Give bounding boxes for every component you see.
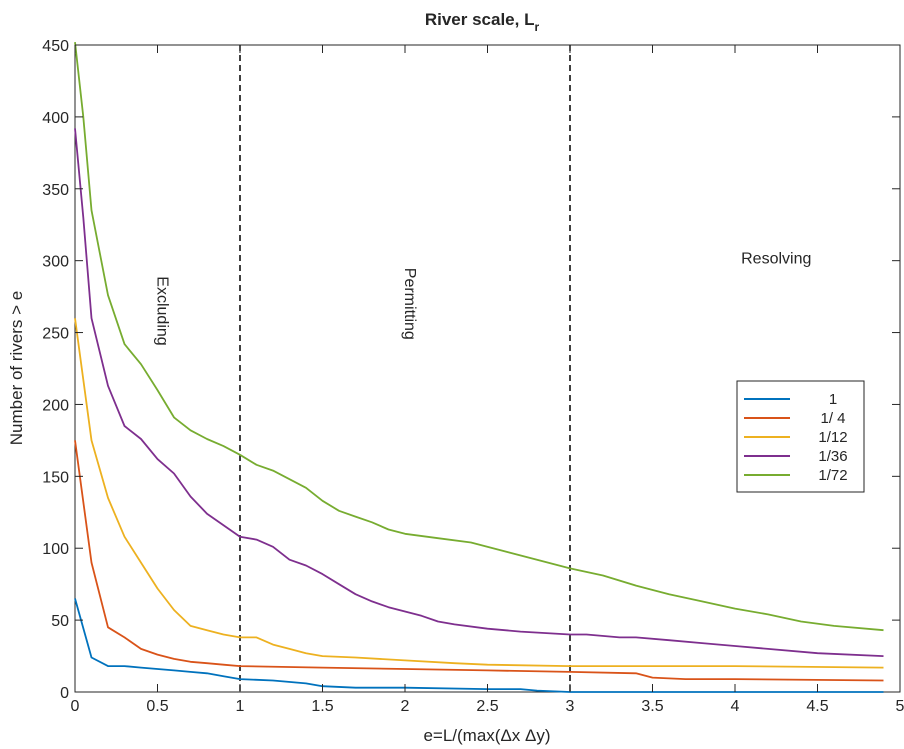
x-tick-label: 5 [896,698,904,715]
x-tick-label: 4 [731,698,740,715]
x-tick-label: 2.5 [476,698,498,715]
x-tick-label: 2 [401,698,410,715]
y-tick-label: 250 [42,326,69,343]
x-tick-label: 3 [566,698,575,715]
y-axis-label: Number of rivers > e [7,291,26,445]
series-line [74,440,884,682]
y-tick-label: 450 [42,38,69,55]
legend-label: 1/36 [818,448,847,465]
y-tick-label: 0 [60,685,69,702]
legend-label: 1/12 [818,429,847,446]
series-line [74,598,884,693]
series-line [74,42,884,632]
threshold-lines [239,45,571,692]
x-tick-label: 4.5 [806,698,828,715]
x-tick-label: 1.5 [311,698,333,715]
x-tick-label: 0 [71,698,80,715]
legend-label: 1 [829,391,837,408]
y-tick-label: 150 [42,469,69,486]
series-line [74,318,884,669]
region-labels: Excluding Permitting Resolving [154,251,812,346]
region-label: Permitting [401,268,418,340]
x-axis-label: e=L/(max(Δx Δy) [423,726,550,745]
region-label: Excluding [154,276,171,345]
x-tick-label: 3.5 [641,698,663,715]
y-tick-label: 50 [51,613,69,630]
y-tick-label: 300 [42,254,69,271]
series-line [74,128,884,657]
region-label: Resolving [741,251,811,268]
legend-label: 1/ 4 [820,410,845,427]
legend-label: 1/72 [818,467,847,484]
x-tick-label: 1 [236,698,245,715]
plot-frame [74,44,901,693]
y-axis-ticks: 0 50 100 150 200 250 300 350 400 450 [42,38,900,702]
x-tick-label: 0.5 [146,698,168,715]
data-series [74,42,884,693]
x-axis-ticks: 0 0.5 1 1.5 2 2.5 3 3.5 4 4.5 5 [71,45,904,715]
y-tick-label: 400 [42,110,69,127]
y-tick-label: 350 [42,182,69,199]
legend: 1 1/ 4 1/12 1/36 1/72 [736,380,865,493]
y-tick-label: 200 [42,397,69,414]
chart-title: River scale, Lr [425,10,540,34]
y-tick-label: 100 [42,541,69,558]
